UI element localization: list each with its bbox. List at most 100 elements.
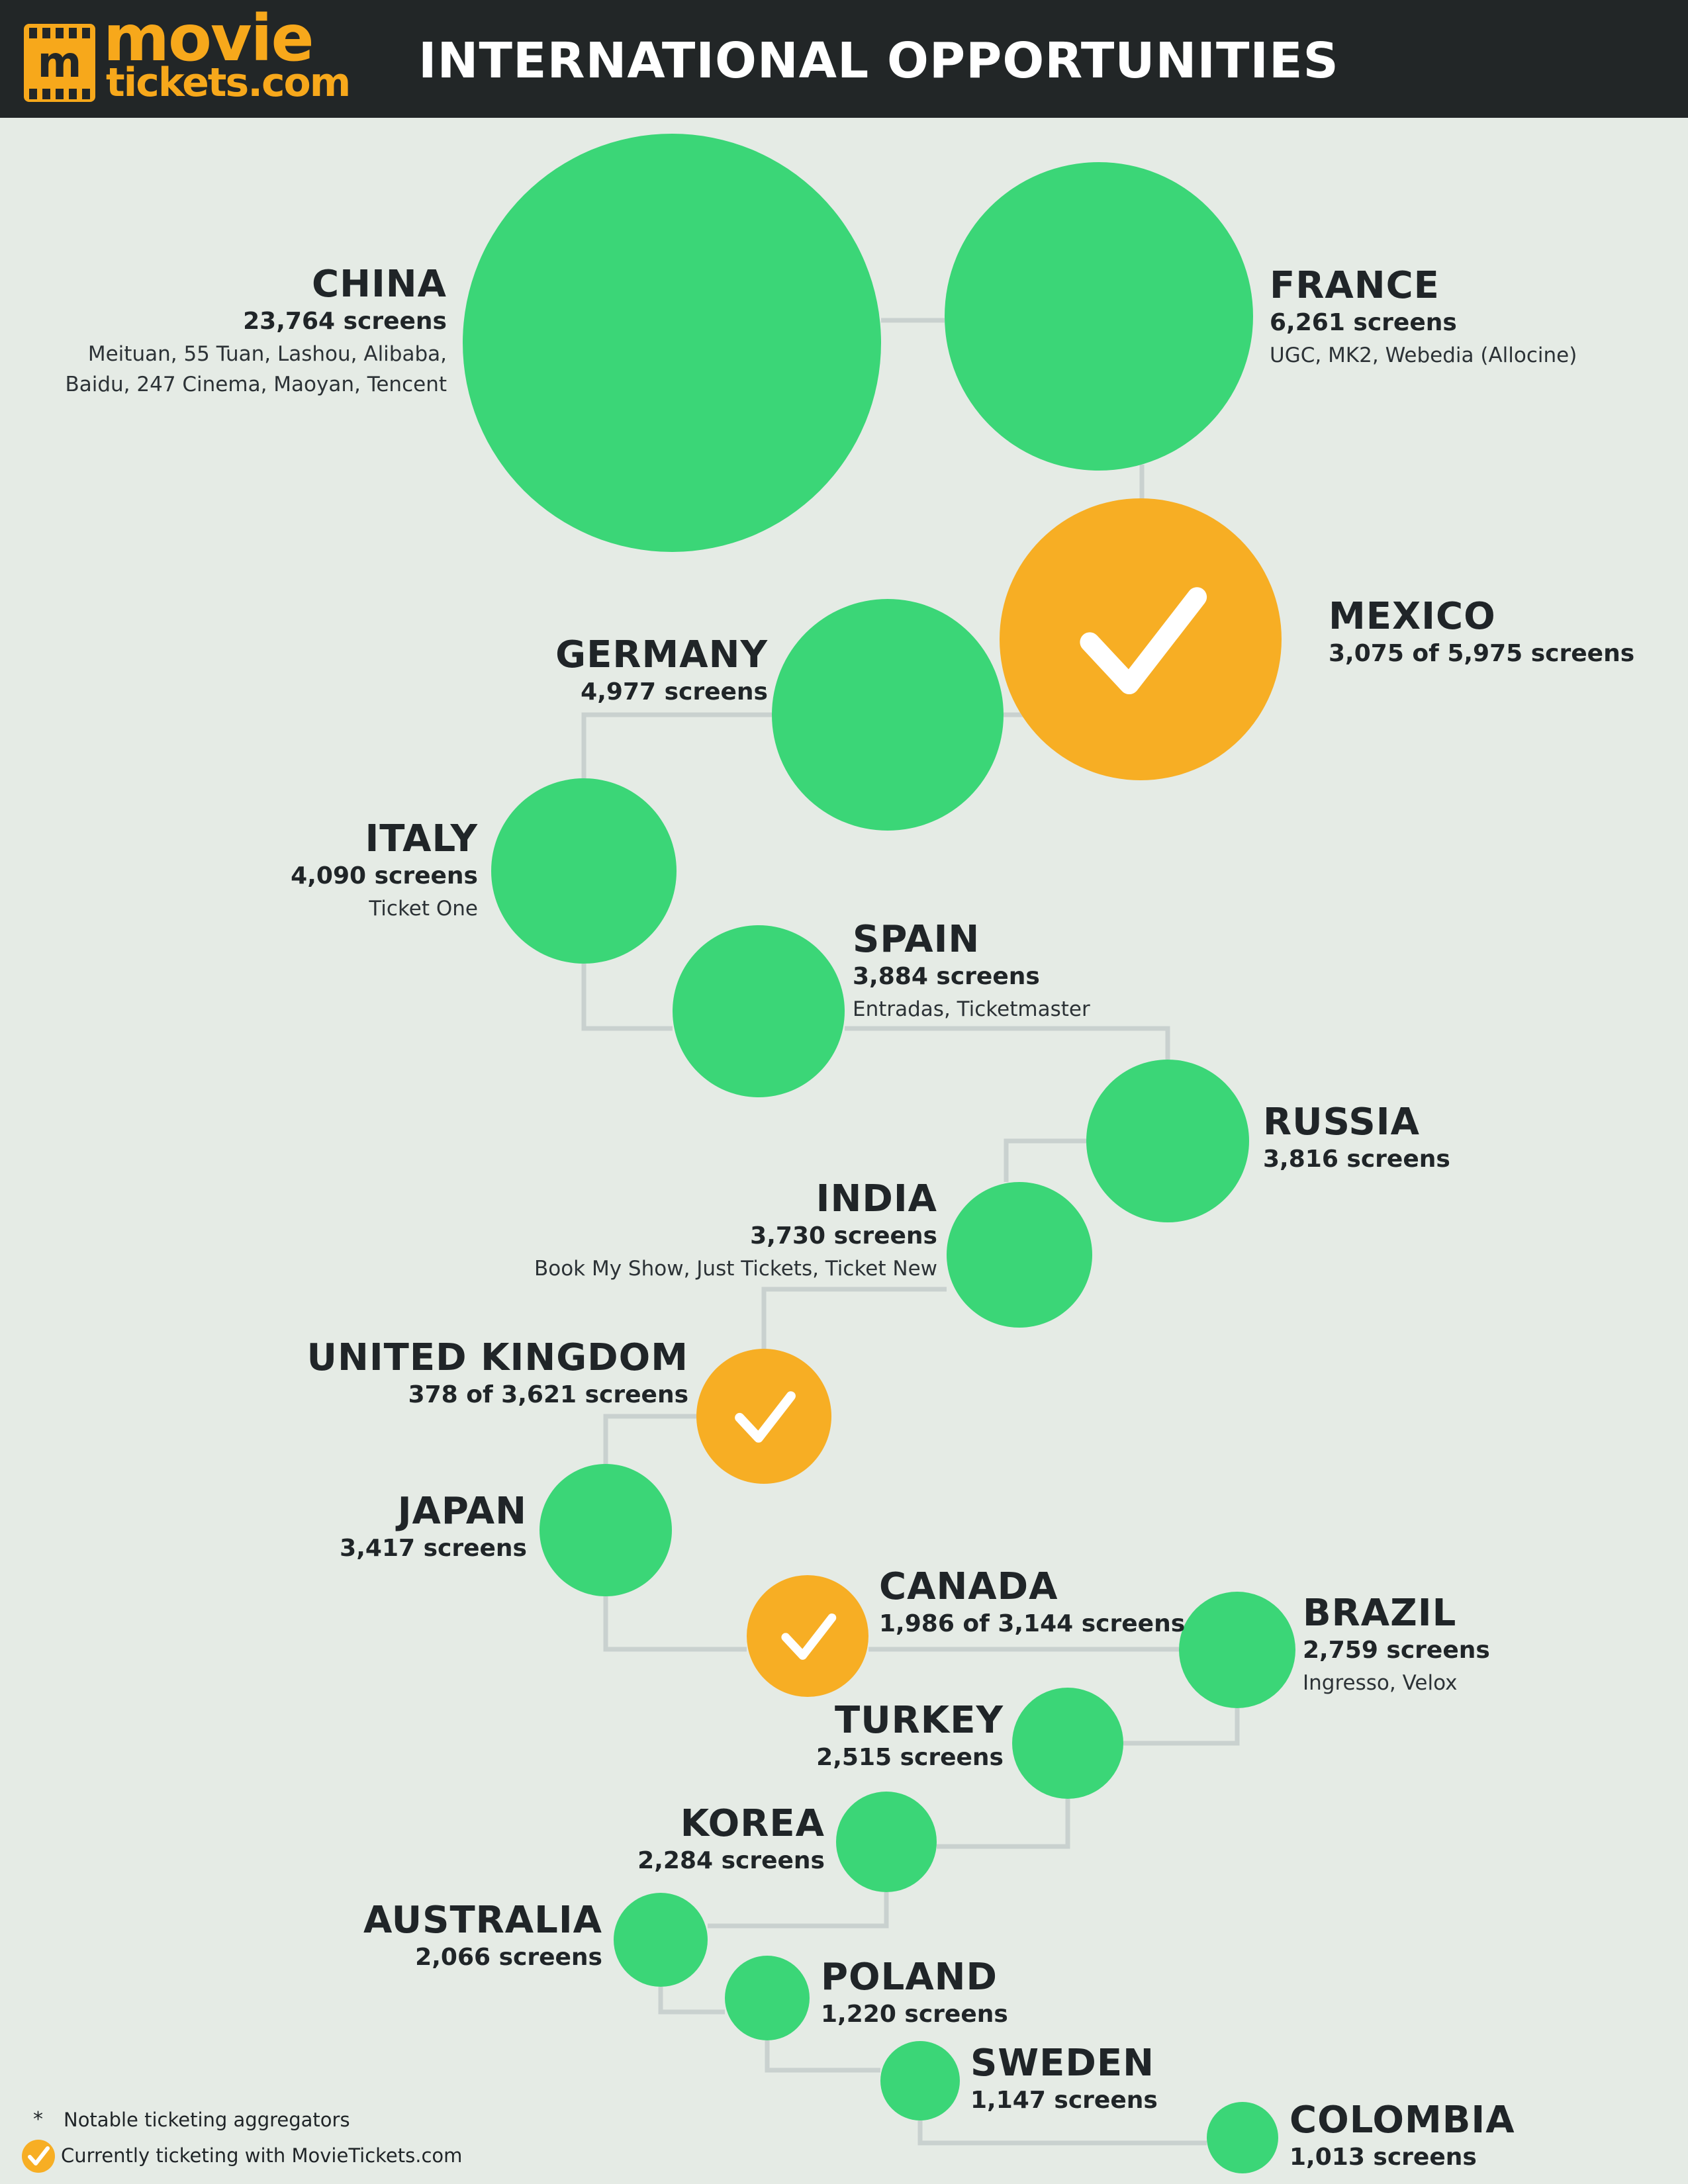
connector-line (917, 2120, 1207, 2146)
aggregator-list: UGC, MK2, Webedia (Allocine) (1270, 343, 1577, 367)
logo-film-icon: m (24, 24, 95, 102)
bubble-turkey[interactable] (1012, 1688, 1123, 1799)
screen-count: 1,013 screens (1289, 2144, 1477, 2171)
country-label: SWEDEN 1,147 screens (970, 2044, 1158, 2118)
country-name: UNITED KINGDOM (306, 1336, 688, 1379)
bubble-australia[interactable] (614, 1893, 708, 1987)
screen-count: 4,977 screens (581, 678, 768, 705)
connector-line (1123, 1708, 1240, 1746)
screen-count: 4,090 screens (291, 862, 478, 889)
connector-line (581, 964, 673, 1031)
logo-wordmark-top: movie (103, 1, 314, 75)
country-name: CANADA (879, 1565, 1058, 1608)
bubble-korea[interactable] (836, 1792, 937, 1892)
checkmark-icon (735, 1391, 796, 1443)
country-name: SPAIN (853, 918, 980, 961)
asterisk-symbol: * (33, 2108, 43, 2131)
aggregator-list: Ticket One (369, 897, 478, 921)
country-name: COLOMBIA (1289, 2099, 1515, 2142)
bubble-poland[interactable] (725, 1956, 810, 2040)
bubble-germany[interactable] (772, 599, 1004, 831)
country-label: FRANCE 6,261 screens UGC, MK2, Webedia (Al… (1270, 266, 1577, 371)
checkmark-icon (1080, 587, 1207, 695)
aggregator-list: Entradas, Ticketmaster (853, 997, 1090, 1021)
bubble-brazil[interactable] (1179, 1592, 1295, 1708)
bubble-india[interactable] (947, 1182, 1092, 1328)
legend-ticketing-text: Currently ticketing with MovieTickets.co… (61, 2144, 463, 2167)
country-name: JAPAN (397, 1490, 527, 1533)
country-label: JAPAN 3,417 screens (340, 1492, 527, 1566)
bubble-united-kingdom[interactable] (696, 1349, 831, 1484)
aggregator-list: Book My Show, Just Tickets, Ticket New (534, 1257, 937, 1281)
bubble-colombia[interactable] (1207, 2102, 1278, 2173)
country-name: SWEDEN (970, 2042, 1154, 2085)
bubble-japan[interactable] (539, 1464, 672, 1596)
bubble-canada[interactable] (747, 1575, 868, 1697)
connector-line (708, 1892, 889, 1929)
bubble-france[interactable] (945, 162, 1253, 471)
connector-line (761, 1287, 947, 1349)
country-label: UNITED KINGDOM 378 of 3,621 screens (307, 1338, 689, 1412)
checkmark-icon (781, 1613, 837, 1660)
screen-count: 3,730 screens (750, 1222, 937, 1250)
connector-line (765, 2040, 880, 2073)
screen-count: 6,261 screens (1270, 309, 1457, 336)
screen-count: 1,147 screens (970, 2087, 1158, 2114)
screen-count: 2,066 screens (415, 1944, 602, 1971)
country-label: RUSSIA 3,816 screens (1263, 1103, 1450, 1177)
country-label: ITALY 4,090 screens Ticket One (291, 819, 478, 924)
country-label: COLOMBIA 1,013 screens (1289, 2101, 1515, 2175)
country-name: MEXICO (1329, 595, 1496, 638)
country-name: INDIA (816, 1177, 937, 1220)
screen-count: 2,759 screens (1303, 1637, 1490, 1664)
bubble-china[interactable] (463, 134, 881, 552)
screen-count: 1,986 of 3,144 screens (879, 1610, 1186, 1637)
connector-line (937, 1799, 1070, 1849)
screen-count: 1,220 screens (821, 2001, 1008, 2028)
country-label: KOREA 2,284 screens (637, 1804, 825, 1878)
bubble-italy[interactable] (491, 778, 677, 964)
connector-line (603, 1596, 747, 1652)
country-label: MEXICO 3,075 of 5,975 screens (1329, 597, 1634, 671)
connector-line (845, 1026, 1170, 1060)
country-name: KOREA (680, 1802, 825, 1845)
country-name: ITALY (365, 817, 478, 860)
connector-line (658, 1987, 725, 2015)
country-label: TURKEY 2,515 screens (816, 1701, 1004, 1775)
country-label: POLAND 1,220 screens (821, 1958, 1008, 2032)
country-name: FRANCE (1270, 264, 1440, 307)
screen-count: 2,515 screens (816, 1744, 1004, 1771)
country-name: TURKEY (835, 1699, 1004, 1742)
country-label: AUSTRALIA 2,066 screens (363, 1901, 602, 1975)
country-label: BRAZIL 2,759 screens Ingresso, Velox (1303, 1594, 1490, 1698)
country-name: GERMANY (555, 633, 768, 676)
country-name: RUSSIA (1263, 1101, 1420, 1144)
screen-count: 2,284 screens (637, 1847, 825, 1874)
connector-line (581, 712, 772, 778)
legend: * Notable ticketing aggregators Currentl… (19, 2105, 522, 2177)
country-name: CHINA (311, 263, 447, 306)
screen-count: 378 of 3,621 screens (408, 1381, 688, 1408)
movietickets-logo[interactable]: m movie tickets.com (24, 7, 351, 110)
logo-wordmark-bottom: tickets.com (106, 60, 351, 106)
screen-count: 3,075 of 5,975 screens (1329, 640, 1635, 667)
country-label: SPAIN 3,884 screens Entradas, Ticketmaster (853, 920, 1090, 1024)
screen-count: 3,417 screens (340, 1535, 527, 1562)
legend-aggregators-text: Notable ticketing aggregators (64, 2109, 350, 2131)
aggregator-list: Ingresso, Velox (1303, 1671, 1458, 1695)
aggregator-list: Baidu, 247 Cinema, Maoyan, Tencent (65, 373, 447, 396)
country-label: INDIA 3,730 screens Book My Show, Just Tic… (534, 1179, 937, 1284)
bubble-mexico[interactable] (1000, 498, 1282, 780)
aggregator-list: Meituan, 55 Tuan, Lashou, Alibaba, (87, 342, 447, 366)
country-name: BRAZIL (1303, 1592, 1457, 1635)
screen-count: 3,816 screens (1263, 1146, 1450, 1173)
country-label: CHINA 23,764 screens Meituan, 55 Tuan, Las… (65, 265, 447, 400)
screen-count: 3,884 screens (853, 963, 1040, 990)
header-bar: m movie tickets.com INTERNATIONAL OPPORT… (0, 0, 1688, 118)
bubble-russia[interactable] (1086, 1060, 1249, 1222)
country-label: CANADA 1,986 of 3,144 screens (879, 1567, 1185, 1641)
bubble-sweden[interactable] (880, 2041, 960, 2120)
bubble-spain[interactable] (673, 925, 845, 1097)
checkmark-icon (22, 2140, 55, 2173)
